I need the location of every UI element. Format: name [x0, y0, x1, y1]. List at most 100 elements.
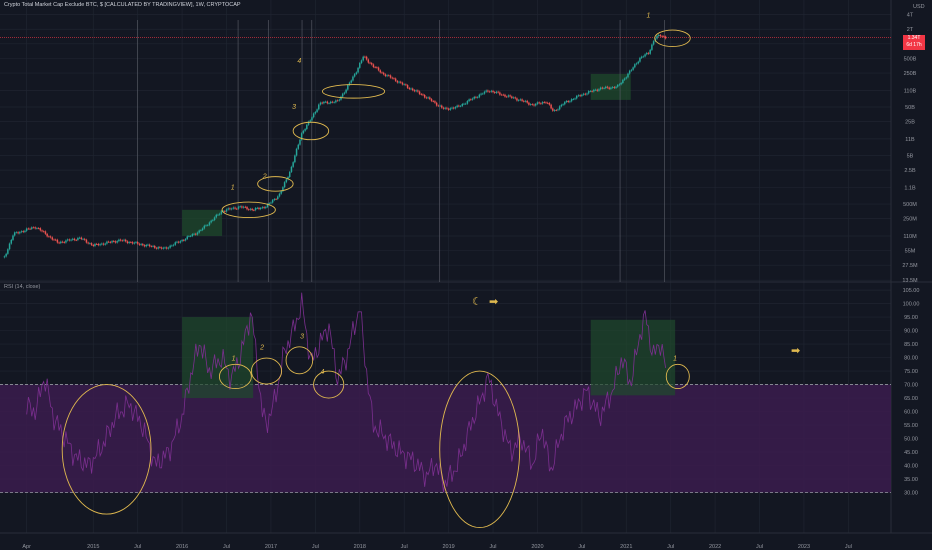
candle-body: [82, 238, 84, 240]
price-axis-tick-label: 110M: [903, 234, 917, 240]
candle-body: [534, 103, 537, 106]
highlight-box: [182, 317, 254, 399]
candle-body: [20, 231, 23, 233]
candle-body: [417, 90, 419, 92]
candle-body: [3, 256, 6, 258]
candle-body: [7, 249, 9, 254]
candle-body: [405, 84, 407, 86]
candle-body: [138, 243, 141, 245]
candle-body: [17, 232, 19, 234]
candle-body: [423, 95, 426, 98]
candle-body: [212, 220, 214, 221]
candle-body: [48, 236, 50, 238]
candle-body: [451, 107, 453, 109]
candle-body: [497, 91, 499, 93]
last-price-label: 1.34T 6d 17h: [903, 35, 925, 50]
candle-body: [99, 244, 101, 246]
candle-body: [521, 99, 523, 101]
candle-body: [106, 241, 108, 244]
rsi-axis-tick-label: 40.00: [904, 464, 918, 470]
candle-body: [167, 247, 170, 249]
candle-body: [429, 97, 431, 100]
annotation-label: 1: [647, 12, 651, 19]
candle-body: [97, 243, 100, 246]
candle-body: [355, 72, 358, 75]
candle-body: [169, 245, 171, 248]
candle-body: [102, 243, 105, 245]
candle-body: [70, 239, 72, 241]
time-axis-tick-label: Apr: [22, 544, 31, 550]
candle-body: [601, 87, 604, 89]
candle-body: [230, 208, 233, 210]
candle-body: [104, 243, 106, 245]
candle-body: [340, 96, 342, 100]
candle-body: [292, 162, 294, 167]
candle-body: [60, 241, 62, 244]
candle-body: [526, 100, 528, 103]
candle-body: [124, 239, 127, 242]
candle-body: [131, 242, 134, 244]
candle-body: [159, 247, 161, 248]
candle-body: [119, 239, 122, 241]
candle-body: [374, 67, 376, 68]
moon-icon[interactable]: ☾: [472, 295, 482, 308]
candle-body: [201, 228, 204, 231]
candle-body: [72, 238, 74, 240]
candle-body: [27, 228, 30, 230]
candle-body: [565, 100, 568, 103]
candle-body: [300, 133, 303, 140]
candle-body: [75, 240, 77, 241]
price-axis-tick-label: 500B: [904, 56, 917, 62]
candle-body: [427, 97, 429, 99]
candle-body: [53, 239, 55, 241]
candle-body: [165, 247, 168, 249]
candle-body: [268, 203, 270, 205]
time-axis-tick-label: 2018: [354, 544, 366, 550]
candle-body: [370, 63, 373, 65]
annotation-label: 2: [259, 344, 264, 351]
rsi-axis-tick-label: 100.00: [903, 302, 920, 308]
candle-body: [160, 247, 163, 249]
candle-body: [422, 94, 424, 96]
annotation-ellipse: [313, 370, 345, 399]
annotation-ellipse: [285, 346, 314, 375]
candle-body: [605, 86, 607, 89]
candle-body: [56, 239, 59, 243]
candle-body: [25, 228, 28, 231]
candle-body: [306, 124, 308, 130]
candle-body: [203, 225, 206, 229]
candle-body: [347, 84, 349, 90]
candle-body: [259, 207, 262, 210]
annotation-ellipse: [439, 370, 521, 529]
candle-body: [458, 105, 460, 107]
candle-body: [466, 101, 469, 104]
candle-body: [364, 56, 366, 58]
annotation-label: 4: [297, 58, 301, 65]
price-axis-currency[interactable]: USD: [913, 4, 925, 10]
candle-body: [94, 243, 96, 246]
time-axis-tick-label: Jul: [490, 544, 497, 550]
right-arrow-icon[interactable]: ➡: [791, 344, 801, 357]
time-axis-tick-label: Jul: [134, 544, 141, 550]
candle-body: [39, 228, 42, 231]
right-arrow-icon[interactable]: ➡: [489, 295, 499, 308]
candle-body: [83, 238, 86, 240]
candle-body: [145, 244, 147, 247]
rsi-panel-title: RSI (14, close): [4, 284, 41, 290]
time-axis-tick-label: 2016: [176, 544, 188, 550]
candle-body: [61, 241, 64, 243]
candle-body: [294, 155, 296, 163]
candle-body: [155, 247, 158, 249]
candle-body: [625, 77, 628, 79]
annotation-label: 1: [232, 355, 236, 362]
candle-body: [634, 64, 636, 68]
rsi-axis-tick-label: 80.00: [904, 356, 918, 362]
candle-body: [473, 96, 475, 99]
candle-body: [217, 214, 219, 216]
candle-body: [208, 222, 211, 226]
candle-body: [591, 91, 593, 92]
candle-body: [403, 84, 405, 86]
candle-body: [37, 228, 40, 229]
candle-body: [546, 102, 549, 104]
